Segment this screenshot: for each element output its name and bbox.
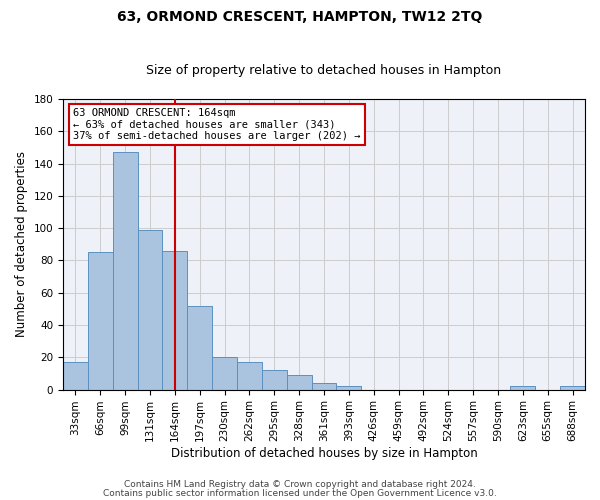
X-axis label: Distribution of detached houses by size in Hampton: Distribution of detached houses by size … (170, 447, 478, 460)
Bar (287, 375, 311, 390)
Bar (511, 386, 535, 390)
Bar (212, 358, 237, 390)
Bar (337, 386, 361, 390)
Bar (63, 362, 88, 390)
Bar (311, 383, 337, 390)
Bar (88, 252, 113, 390)
Text: Contains HM Land Registry data © Crown copyright and database right 2024.: Contains HM Land Registry data © Crown c… (124, 480, 476, 489)
Text: 63, ORMOND CRESCENT, HAMPTON, TW12 2TQ: 63, ORMOND CRESCENT, HAMPTON, TW12 2TQ (118, 10, 482, 24)
Bar (187, 306, 212, 390)
Bar (137, 230, 163, 390)
Bar (163, 251, 187, 390)
Bar (560, 386, 585, 390)
Bar (262, 370, 287, 390)
Title: Size of property relative to detached houses in Hampton: Size of property relative to detached ho… (146, 64, 502, 77)
Bar (237, 362, 262, 390)
Y-axis label: Number of detached properties: Number of detached properties (15, 152, 28, 338)
Text: Contains public sector information licensed under the Open Government Licence v3: Contains public sector information licen… (103, 488, 497, 498)
Text: 63 ORMOND CRESCENT: 164sqm
← 63% of detached houses are smaller (343)
37% of sem: 63 ORMOND CRESCENT: 164sqm ← 63% of deta… (73, 108, 361, 141)
Bar (113, 152, 137, 390)
